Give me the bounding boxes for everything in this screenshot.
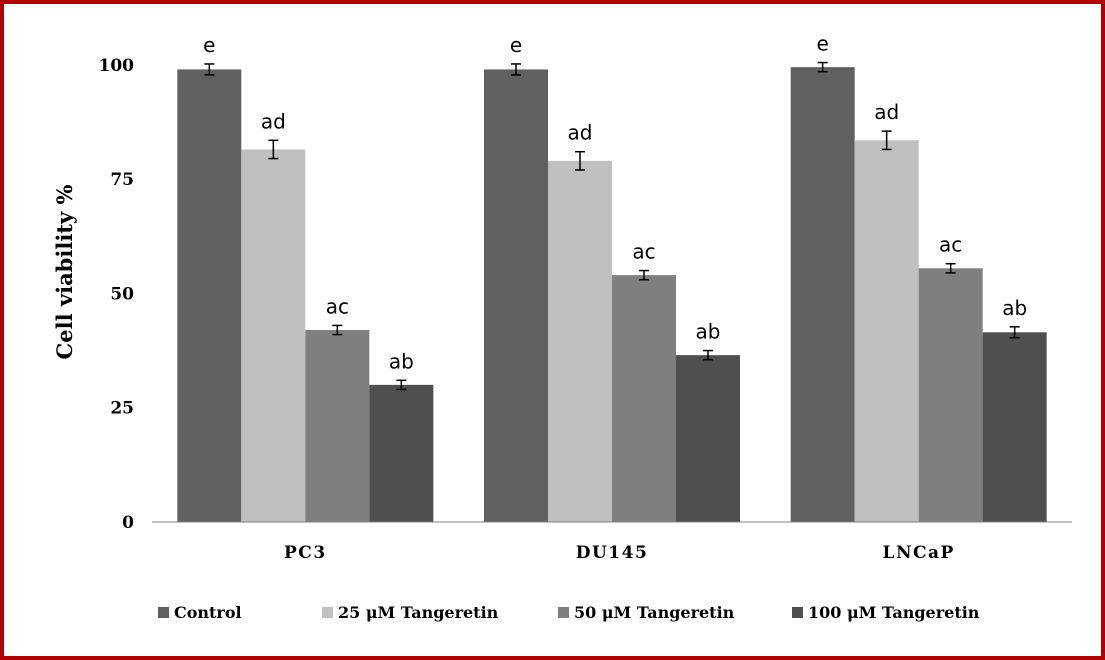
y-tick-label: 50 <box>110 284 134 304</box>
significance-label: ac <box>632 240 655 264</box>
legend-swatch <box>322 607 333 618</box>
significance-label: e <box>203 33 215 57</box>
legend-swatch <box>558 607 569 618</box>
category-label: PC3 <box>284 543 327 563</box>
legend: Control 25 μM Tangeretin 50 μM Tangeretin 1… <box>158 603 980 622</box>
significance-label: e <box>510 33 522 57</box>
bar <box>612 275 676 522</box>
y-tick-label: 100 <box>99 56 135 76</box>
category-label: LNCaP <box>883 543 955 563</box>
legend-label: Control <box>174 603 242 622</box>
bar <box>918 268 983 522</box>
bar-chart: Cell viability % 0 25 50 75 100 e ad ac ab e ad ac… <box>52 32 1072 622</box>
bar <box>854 140 919 523</box>
significance-label: ab <box>389 349 414 373</box>
bar <box>241 149 306 522</box>
significance-label: ab <box>1002 296 1027 320</box>
bar <box>676 355 740 522</box>
bar <box>305 330 370 522</box>
bar <box>369 384 434 522</box>
x-axis-categories: PC3 DU145 LNCaP <box>284 543 955 563</box>
bars-layer <box>177 67 1047 523</box>
legend-swatch <box>158 607 169 618</box>
bar <box>177 69 242 522</box>
y-axis-ticks: 0 25 50 75 100 <box>99 56 135 533</box>
error-bars-layer <box>204 61 1020 391</box>
y-tick-label: 0 <box>122 513 134 533</box>
significance-label: ab <box>696 320 721 344</box>
significance-label: ad <box>261 109 286 133</box>
y-tick-label: 25 <box>110 399 134 419</box>
bar <box>548 160 612 522</box>
legend-swatch <box>792 607 803 618</box>
bar <box>484 69 548 522</box>
legend-label: 50 μM Tangeretin <box>574 603 735 622</box>
legend-label: 100 μM Tangeretin <box>808 603 980 622</box>
y-axis-label: Cell viability % <box>52 185 77 360</box>
y-tick-label: 75 <box>110 170 134 190</box>
bar <box>790 67 855 522</box>
legend-label: 25 μM Tangeretin <box>338 603 499 622</box>
significance-label: ac <box>326 294 349 318</box>
category-label: DU145 <box>576 543 649 563</box>
significance-label: ad <box>874 100 899 124</box>
data-labels-layer: e ad ac ab e ad ac ab e ad ac ab <box>203 32 1027 374</box>
significance-label: ad <box>568 121 593 145</box>
significance-label: e <box>817 32 829 56</box>
bar <box>982 332 1047 522</box>
significance-label: ac <box>939 233 962 257</box>
